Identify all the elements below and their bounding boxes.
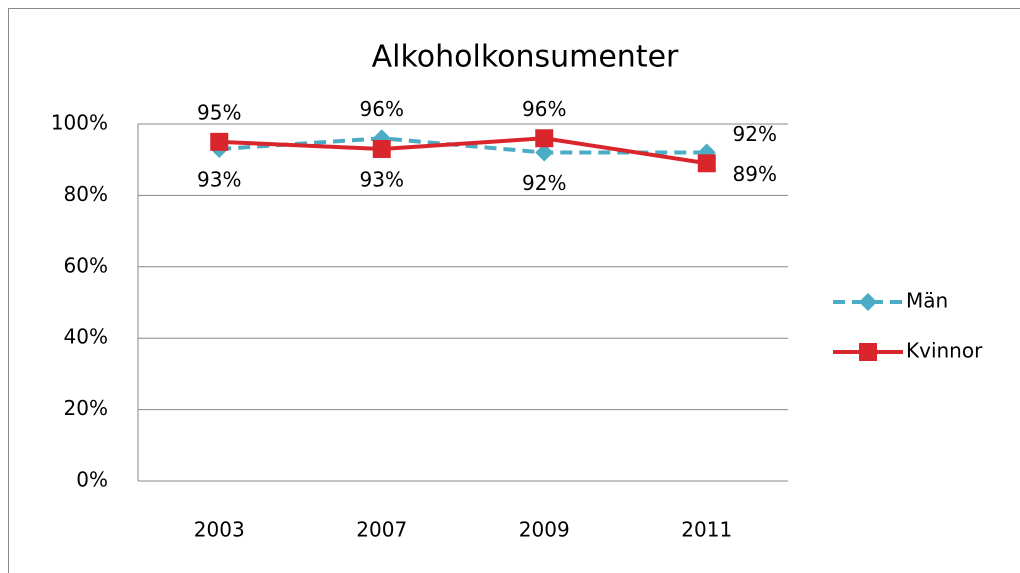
data-label: 93% bbox=[197, 167, 241, 191]
y-tick-label: 60% bbox=[64, 253, 108, 277]
data-label: 96% bbox=[522, 97, 566, 121]
marker bbox=[697, 154, 716, 173]
marker bbox=[535, 129, 554, 148]
chart-border bbox=[8, 8, 1020, 573]
x-tick-label: 2003 bbox=[194, 518, 245, 542]
marker bbox=[535, 143, 554, 162]
legend-label: Män bbox=[906, 289, 948, 313]
marker bbox=[210, 132, 229, 151]
y-tick-label: 20% bbox=[64, 396, 108, 420]
x-tick-label: 2009 bbox=[519, 518, 570, 542]
chart-title: Alkoholkonsumenter bbox=[372, 40, 679, 75]
marker bbox=[859, 343, 877, 361]
x-tick-label: 2011 bbox=[681, 518, 732, 542]
data-label: 93% bbox=[360, 167, 404, 191]
y-tick-label: 0% bbox=[76, 468, 108, 492]
legend-entry: Kvinnor bbox=[833, 339, 983, 363]
marker bbox=[372, 139, 391, 158]
x-tick-label: 2007 bbox=[356, 518, 407, 542]
data-label: 95% bbox=[197, 100, 241, 124]
series-line bbox=[219, 136, 708, 166]
data-label: 89% bbox=[733, 162, 777, 186]
y-tick-label: 100% bbox=[51, 111, 108, 135]
legend-entry: Män bbox=[833, 289, 948, 313]
marker bbox=[859, 293, 877, 311]
legend-label: Kvinnor bbox=[906, 339, 983, 363]
y-tick-label: 40% bbox=[64, 325, 108, 349]
y-tick-label: 80% bbox=[64, 182, 108, 206]
data-label: 96% bbox=[360, 97, 404, 121]
data-label: 92% bbox=[733, 122, 777, 146]
data-label: 92% bbox=[522, 171, 566, 195]
